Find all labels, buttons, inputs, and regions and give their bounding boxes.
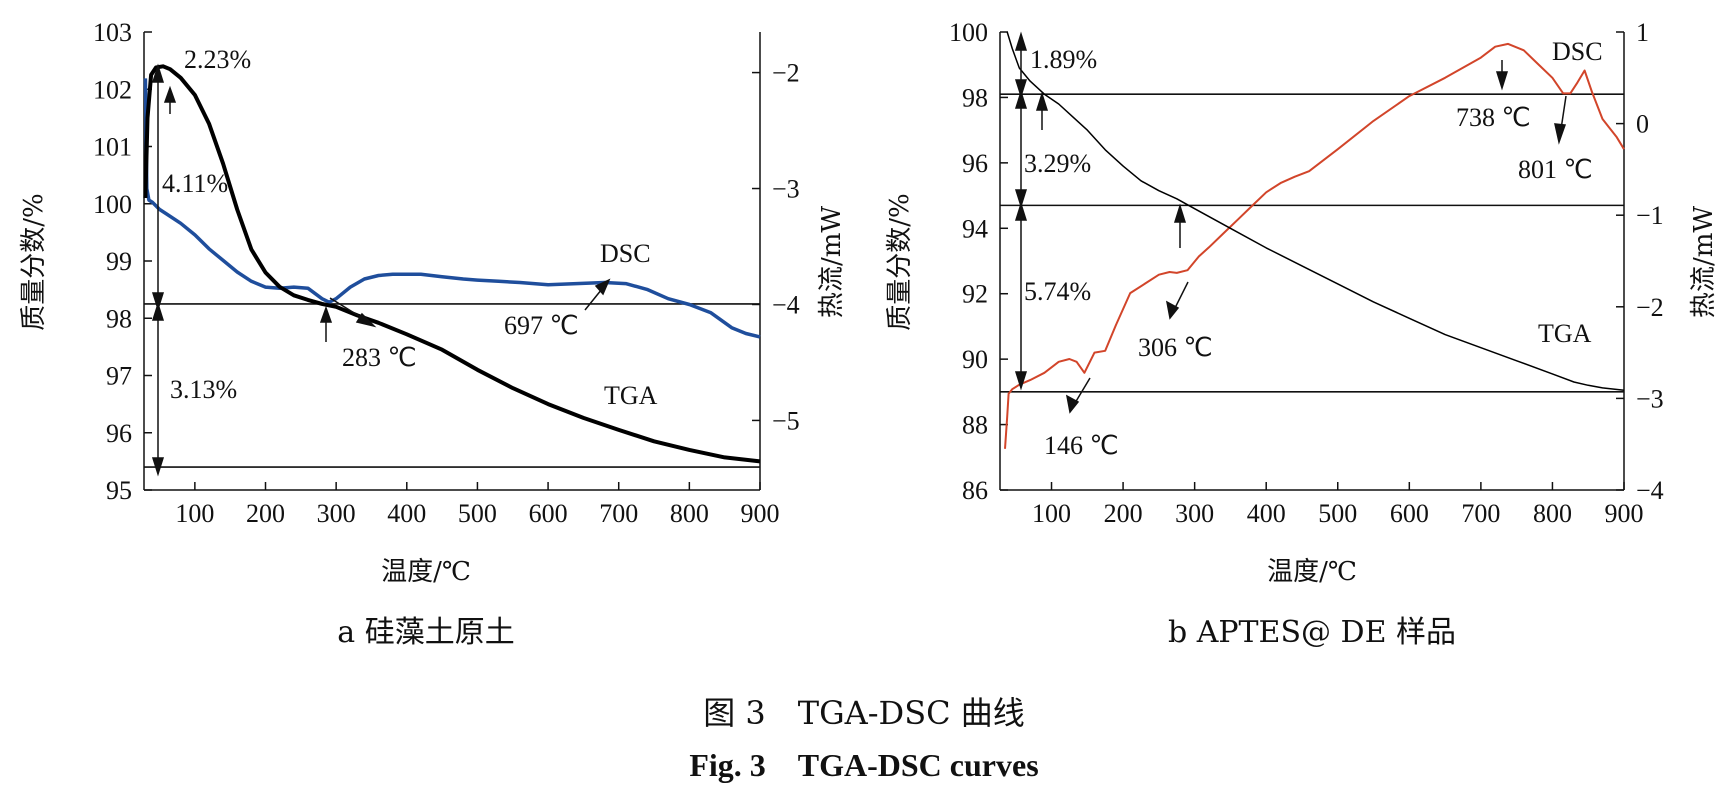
a-annotation-3-13: 3.13% <box>170 375 237 404</box>
a-y-left-tick-label: 96 <box>106 419 132 448</box>
b-x-tick-label: 700 <box>1461 499 1500 528</box>
a-y-left-tick-label: 101 <box>93 133 132 162</box>
a-annotation-4-11: 4.11% <box>162 169 228 198</box>
b-y-left-tick-label: 90 <box>962 345 988 374</box>
b-subtitle: b APTES@ DE 样品 <box>1168 615 1456 650</box>
a-x-axis-title: 温度/℃ <box>381 557 471 587</box>
a-y-right-tick-label: −2 <box>772 59 800 88</box>
b-y-left-tick-label: 88 <box>962 411 988 440</box>
b-right-axis-title: 热流/mW <box>1689 206 1719 318</box>
b-x-tick-label: 900 <box>1605 499 1644 528</box>
a-left-axis-title: 质量分数/% <box>19 193 49 330</box>
panel-a: 100 200 300 400 500 600 700 800 900 95 96 97 98 99 100… <box>19 18 847 650</box>
b-x-tick-label: 500 <box>1318 499 1357 528</box>
b-y-right-tick-label: −2 <box>1636 293 1664 322</box>
b-y-right-tick-label: −4 <box>1636 476 1664 505</box>
a-right-axis-title: 热流/mW <box>817 206 847 318</box>
b-x-tick-label: 100 <box>1032 499 1071 528</box>
b-annotation-146c: 146 ℃ <box>1044 431 1119 460</box>
b-dsc-series-line <box>1004 42 1625 449</box>
a-y-left-tick-label: 95 <box>106 476 132 505</box>
b-y-right-tick-label: 1 <box>1636 18 1649 47</box>
a-annotation-2-23: 2.23% <box>184 45 251 74</box>
b-label-dsc: DSC <box>1552 37 1603 66</box>
b-y-right-tick-label: −1 <box>1636 201 1664 230</box>
a-y-left-tick-label: 98 <box>106 304 132 333</box>
a-annotation-283c: 283 ℃ <box>342 343 417 372</box>
a-ticks: 100 200 300 400 500 600 700 800 900 95 96 97 98 99 100… <box>93 18 800 528</box>
b-annotation-738c: 738 ℃ <box>1456 103 1531 132</box>
a-annotation-arrows <box>151 63 611 477</box>
a-y-left-tick-label: 97 <box>106 362 132 391</box>
a-label-dsc: DSC <box>600 239 651 268</box>
a-y-left-tick-label: 100 <box>93 190 132 219</box>
a-label-tga: TGA <box>604 381 658 410</box>
b-annotation-801c: 801 ℃ <box>1518 155 1593 184</box>
b-y-left-tick-label: 86 <box>962 476 988 505</box>
b-y-right-tick-label: 0 <box>1636 110 1649 139</box>
b-y-left-tick-label: 92 <box>962 280 988 309</box>
a-x-tick-label: 200 <box>246 499 285 528</box>
b-reference-lines <box>1000 93 1624 393</box>
a-y-left-tick-label: 99 <box>106 247 132 276</box>
a-y-right-tick-label: −3 <box>772 175 800 204</box>
a-x-tick-label: 900 <box>741 499 780 528</box>
a-x-tick-label: 600 <box>529 499 568 528</box>
b-annotation-1-89: 1.89% <box>1030 45 1097 74</box>
a-y-left-tick-label: 103 <box>93 18 132 47</box>
a-y-left-tick-label: 102 <box>93 75 132 104</box>
b-y-right-tick-label: −3 <box>1636 384 1664 413</box>
a-x-tick-label: 100 <box>175 499 214 528</box>
b-x-tick-label: 800 <box>1533 499 1572 528</box>
a-tga-series-line <box>143 64 761 464</box>
figure-caption-zh: 图 3 TGA-DSC 曲线 <box>703 694 1025 732</box>
b-y-left-tick-label: 96 <box>962 149 988 178</box>
a-x-tick-label: 500 <box>458 499 497 528</box>
a-annotation-697c: 697 ℃ <box>504 311 579 340</box>
b-x-axis-title: 温度/℃ <box>1267 557 1357 587</box>
a-dsc-series-line <box>143 78 761 339</box>
b-annotation-3-29: 3.29% <box>1024 149 1091 178</box>
b-y-left-tick-label: 100 <box>949 18 988 47</box>
b-annotation-306c: 306 ℃ <box>1138 333 1213 362</box>
b-tga-series-line <box>1006 31 1625 391</box>
b-x-tick-label: 200 <box>1104 499 1143 528</box>
b-ticks: 100 200 300 400 500 600 700 800 900 86 88 90 92 94 96 9… <box>949 18 1664 528</box>
a-x-tick-label: 300 <box>317 499 356 528</box>
b-annotation-arrows <box>1014 31 1567 414</box>
a-x-tick-label: 700 <box>599 499 638 528</box>
b-left-axis-title: 质量分数/% <box>885 193 915 330</box>
a-y-right-tick-label: −5 <box>772 406 800 435</box>
a-y-right-tick-label: −4 <box>772 290 800 319</box>
b-x-tick-label: 400 <box>1247 499 1286 528</box>
a-x-tick-label: 400 <box>387 499 426 528</box>
a-subtitle: a 硅藻土原土 <box>337 615 514 650</box>
b-annotation-5-74: 5.74% <box>1024 277 1091 306</box>
a-reference-lines <box>144 303 760 468</box>
a-x-tick-label: 800 <box>670 499 709 528</box>
b-label-tga: TGA <box>1538 319 1592 348</box>
b-y-left-tick-label: 94 <box>962 214 988 243</box>
panel-b: 100 200 300 400 500 600 700 800 900 86 88 90 92 94 96 9… <box>885 18 1719 650</box>
b-y-left-tick-label: 98 <box>962 83 988 112</box>
b-x-tick-label: 300 <box>1175 499 1214 528</box>
figure-caption-en: Fig. 3 TGA-DSC curves <box>689 747 1039 783</box>
b-x-tick-label: 600 <box>1390 499 1429 528</box>
tga-dsc-figure: 100 200 300 400 500 600 700 800 9009596979899100… <box>19 18 1719 650</box>
